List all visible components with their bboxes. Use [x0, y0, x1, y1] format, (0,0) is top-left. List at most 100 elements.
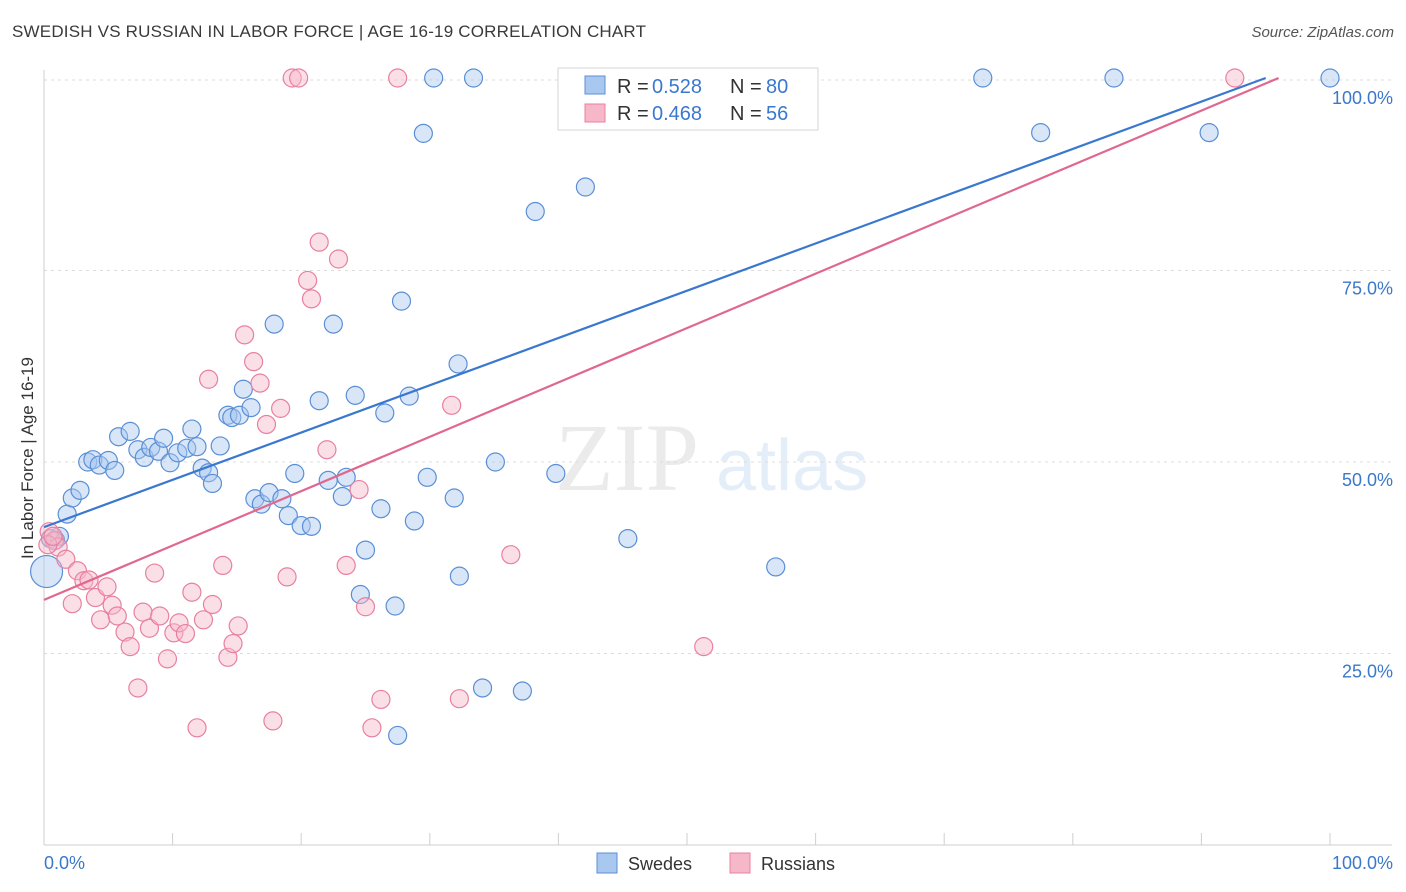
swede-point [463, 68, 484, 88]
swede-point [160, 453, 180, 473]
swede-point [413, 123, 433, 143]
swede-point [187, 437, 207, 457]
swede-point [385, 596, 405, 616]
swedes-trend-line [43, 76, 1267, 529]
legend-r-label-swedes: R = [617, 76, 649, 98]
y-tick-label-75: 75.0% [1342, 279, 1393, 299]
bottom-legend: Swedes Russians [596, 852, 835, 874]
swede-point [229, 405, 250, 425]
swede-point [70, 480, 90, 500]
russian-point [187, 718, 207, 738]
swede-point [332, 486, 352, 507]
bottom-legend-swatch-russians [729, 852, 751, 874]
swede-point [285, 463, 305, 484]
swede-point [766, 557, 786, 577]
russian-point [388, 68, 408, 88]
russian-point [56, 549, 76, 569]
russian-point [182, 582, 202, 602]
swede-point [233, 379, 253, 399]
swede-point [424, 68, 444, 88]
swede-point [323, 314, 343, 334]
swede-point [444, 488, 464, 508]
legend-n-value-russians: 56 [766, 103, 788, 125]
swede-point [485, 452, 505, 472]
swede-point [245, 489, 265, 509]
swede-point [29, 554, 64, 589]
russian-point [501, 545, 521, 565]
russian-point [223, 633, 243, 654]
swede-point [448, 354, 468, 374]
russian-point [133, 602, 153, 622]
swede-point [350, 584, 370, 605]
x-ticks [172, 833, 1331, 845]
swede-point [120, 421, 140, 441]
legend-r-value-russians: 0.468 [652, 103, 702, 125]
swede-point [546, 463, 566, 484]
russian-point [107, 606, 127, 626]
swede-point [355, 540, 376, 560]
russian-point [362, 718, 382, 738]
russian-point [1225, 68, 1245, 88]
russian-point [309, 232, 329, 252]
swede-point [618, 528, 638, 549]
russian-point [193, 610, 214, 630]
swede-point [210, 436, 230, 456]
swede-point [391, 291, 412, 311]
swede-point [241, 398, 261, 418]
swede-point [1031, 123, 1051, 143]
watermark-zip: ZIP [555, 404, 699, 511]
swede-point [345, 385, 365, 405]
swede-point [375, 403, 395, 423]
swede-point [108, 427, 129, 447]
swede-point [89, 455, 109, 475]
y-tick-label-50: 50.0% [1342, 470, 1393, 490]
russian-point [120, 637, 140, 657]
russian-point [449, 689, 469, 709]
russian-point [169, 613, 189, 633]
swede-point [512, 681, 532, 701]
russian-point [328, 249, 349, 269]
bottom-legend-swatch-swedes [596, 852, 618, 874]
y-tick-labels: 25.0% 50.0% 75.0% 100.0% [1332, 88, 1393, 682]
russian-point [263, 711, 283, 731]
russian-point [199, 369, 219, 389]
swede-point [105, 460, 125, 481]
swede-point [404, 511, 424, 531]
swede-point [182, 419, 202, 439]
swede-point [83, 450, 103, 470]
y-tick-label-25: 25.0% [1342, 662, 1393, 682]
x-tick-label-max: 100.0% [1332, 853, 1393, 873]
russian-point [301, 289, 322, 309]
legend-r-label-russians: R = [617, 103, 649, 125]
chart-title: SWEDISH VS RUSSIAN IN LABOR FORCE | AGE … [12, 22, 647, 41]
russian-point [115, 622, 135, 642]
swede-point [98, 450, 118, 471]
swede-point [134, 447, 154, 468]
russian-point [235, 325, 255, 345]
russian-point [139, 618, 160, 638]
swede-point [417, 467, 437, 487]
russian-point [144, 563, 165, 583]
swede-point [449, 566, 469, 586]
swede-point [575, 177, 596, 197]
trend-lines [43, 76, 1279, 601]
russian-point [213, 555, 233, 576]
swede-point [202, 473, 223, 494]
russian-point [289, 68, 309, 88]
swede-point [1320, 68, 1340, 88]
russian-point [128, 678, 148, 698]
swede-point [177, 438, 197, 458]
russian-point [102, 595, 122, 615]
y-tick-label-100: 100.0% [1332, 88, 1393, 108]
russian-point [97, 577, 117, 597]
russian-point [271, 398, 291, 418]
russian-point [317, 440, 337, 460]
russian-point [62, 594, 82, 614]
russian-point [175, 623, 196, 644]
russians-points [38, 68, 1245, 738]
legend-n-label-russians: N = [730, 103, 762, 125]
axes [43, 70, 1392, 846]
russian-point [157, 649, 178, 669]
source-credit: Source: ZipAtlas.com [1251, 24, 1394, 41]
